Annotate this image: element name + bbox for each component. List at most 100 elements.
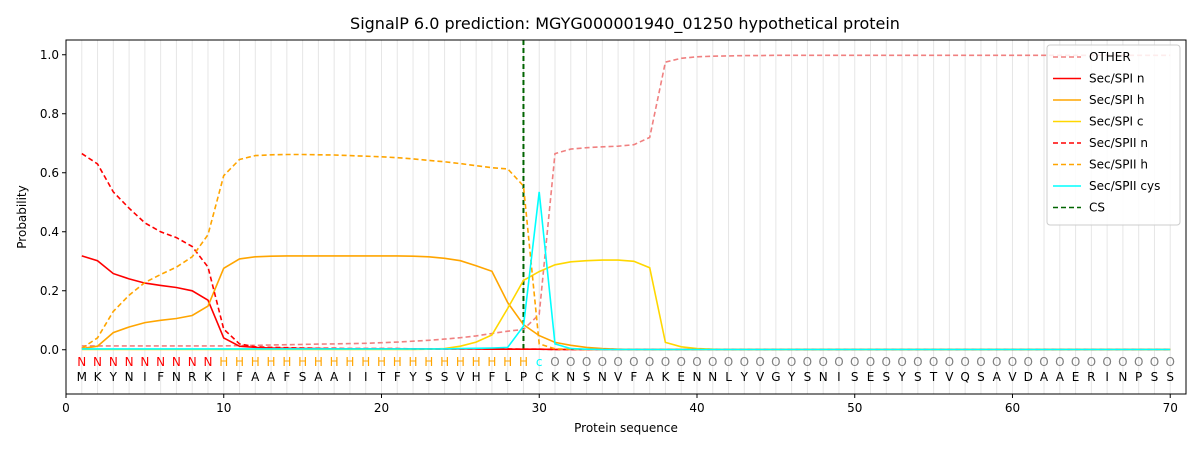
y-axis-ticks: 0.0 0.2 0.4 0.6 0.8 1.0 [40,48,66,357]
sequence-residue: V [756,370,765,384]
sequence-residue: L [725,370,732,384]
sequence-residue: F [157,370,164,384]
predicted-label: H [345,355,354,369]
series-line-sec-spii-h [81,153,1171,351]
predicted-label: N [156,355,165,369]
sequence-residue: N [566,370,575,384]
sequence-residue: V [456,370,465,384]
predicted-label: H [282,355,291,369]
predicted-label: N [172,355,181,369]
sequence-residue: S [977,370,985,384]
predicted-label: H [267,355,276,369]
sequence-labels: NMNKNYNNNINFNNNRNKHIHFHAHAHFHSHAHAHIHIHT… [77,355,1175,384]
sequence-residue: R [1087,370,1095,384]
predicted-label: O [992,355,1001,369]
sequence-residue: N [708,370,717,384]
predicted-label: O [1150,355,1159,369]
predicted-label: O [582,355,591,369]
predicted-label: O [598,355,607,369]
plot-frame [65,39,1187,395]
predicted-label: O [1039,355,1048,369]
y-tick-label: 0.2 [40,284,59,298]
series-line-sec-spi-c [81,259,1171,351]
series-line-other [81,54,1171,347]
sequence-residue: N [172,370,181,384]
y-tick-label: 0.0 [40,343,59,357]
sequence-residue: S [1151,370,1159,384]
predicted-label: O [945,355,954,369]
sequence-residue: S [441,370,449,384]
sequence-residue: T [377,370,386,384]
sequence-residue: T [929,370,938,384]
y-tick-label: 0.4 [40,225,59,239]
sequence-residue: Y [740,370,749,384]
sequence-residue: S [299,370,307,384]
sequence-residue: Y [787,370,796,384]
sequence-residue: K [661,370,670,384]
sequence-residue: S [1166,370,1174,384]
predicted-label: O [882,355,891,369]
sequence-residue: V [945,370,954,384]
sequence-residue: I [143,370,147,384]
series-lines [81,54,1171,351]
predicted-label: O [708,355,717,369]
predicted-label: O [929,355,938,369]
sequence-residue: S [583,370,591,384]
x-tick-label: 60 [1005,401,1020,415]
series-line-sec-spi-h [81,255,1171,351]
sequence-residue: Y [408,370,417,384]
y-tick-label: 0.6 [40,166,59,180]
sequence-residue: A [267,370,276,384]
legend-label: Sec/SPII cys [1089,179,1160,193]
predicted-label: N [109,355,118,369]
predicted-label: O [834,355,843,369]
predicted-label: O [803,355,812,369]
legend-label: OTHER [1089,50,1131,64]
predicted-label: H [472,355,481,369]
sequence-residue: A [993,370,1002,384]
sequence-residue: F [488,370,495,384]
x-tick-label: 10 [216,401,231,415]
sequence-residue: F [394,370,401,384]
predicted-label: O [913,355,922,369]
predicted-label: O [1102,355,1111,369]
series-line-sec-spi-n [81,255,1171,351]
sequence-residue: F [283,370,290,384]
predicted-label: O [724,355,733,369]
predicted-label: H [235,355,244,369]
sequence-residue: K [94,370,103,384]
x-tick-label: 50 [847,401,862,415]
predicted-label: N [140,355,149,369]
sequence-residue: A [251,370,260,384]
predicted-label: H [456,355,465,369]
predicted-label: O [676,355,685,369]
sequence-residue: A [330,370,339,384]
sequence-residue: V [1008,370,1017,384]
predicted-label: H [219,355,228,369]
chart-title: SignalP 6.0 prediction: MGYG000001940_01… [350,14,900,34]
sequence-residue: I [1105,370,1109,384]
sequence-residue: A [314,370,323,384]
sequence-residue: F [630,370,637,384]
legend-label: Sec/SPI c [1089,115,1143,129]
sequence-residue: E [677,370,685,384]
x-tick-label: 0 [62,401,70,415]
predicted-label: O [550,355,559,369]
sequence-residue: A [646,370,655,384]
predicted-label: N [188,355,197,369]
predicted-label: H [503,355,512,369]
series-line-sec-spii-cys [81,191,1171,351]
predicted-label: O [740,355,749,369]
predicted-label: O [850,355,859,369]
sequence-residue: N [125,370,134,384]
predicted-label: O [566,355,575,369]
predicted-label: O [1087,355,1096,369]
sequence-residue: I [348,370,352,384]
predicted-label: O [960,355,969,369]
legend-label: Sec/SPI h [1089,93,1144,107]
sequence-residue: I [837,370,841,384]
predicted-label: N [77,355,86,369]
x-axis-ticks: 0 10 20 30 40 50 60 70 [62,394,1178,415]
predicted-label: H [424,355,433,369]
